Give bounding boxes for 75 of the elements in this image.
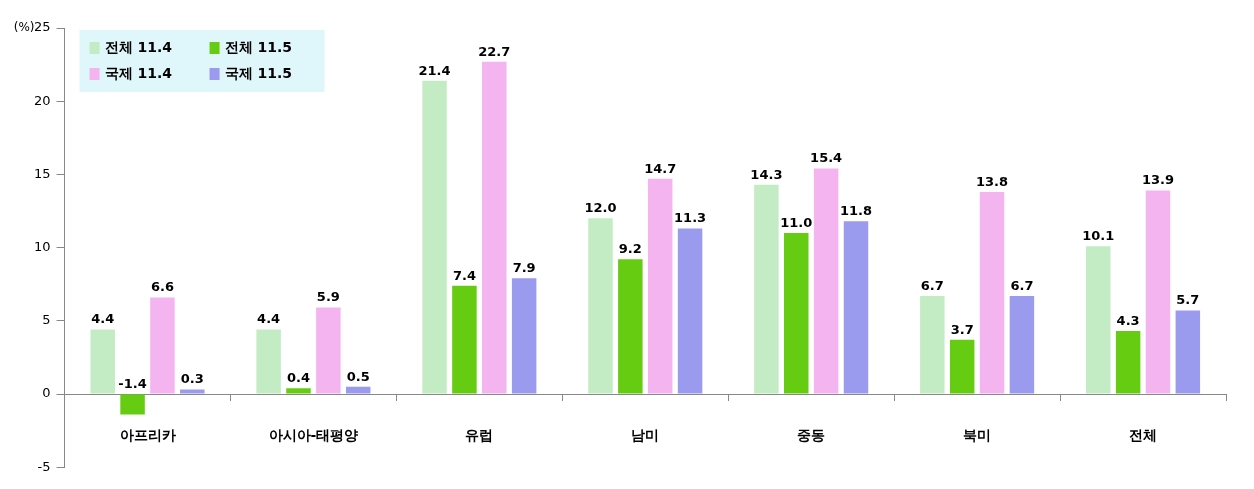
bar xyxy=(180,389,205,394)
data-label: 4.3 xyxy=(1116,312,1140,328)
bar xyxy=(949,339,975,394)
x-tick-label: 중동 xyxy=(797,427,826,444)
data-label: 13.8 xyxy=(976,173,1009,189)
data-label: 10.1 xyxy=(1082,228,1115,244)
x-tick-label: 유럽 xyxy=(465,427,494,444)
data-label: 11.8 xyxy=(839,203,873,219)
data-label: 14.3 xyxy=(750,166,783,182)
y-tick-label: 15 xyxy=(34,165,51,181)
data-label: 5.7 xyxy=(1176,292,1200,308)
x-tick-label: 남미 xyxy=(631,427,660,444)
data-label: 9.2 xyxy=(618,241,642,257)
data-label: -1.4 xyxy=(118,376,147,392)
bar xyxy=(256,329,281,394)
data-label: 0.4 xyxy=(286,370,311,386)
data-label: 7.4 xyxy=(452,267,476,283)
x-tick-label: 아프리카 xyxy=(119,427,176,444)
data-label: 11.3 xyxy=(674,210,707,226)
data-label: 14.7 xyxy=(644,160,677,176)
bar xyxy=(286,388,311,394)
data-label: 3.7 xyxy=(950,321,974,337)
y-tick-label: 25 xyxy=(34,19,51,35)
data-label: 6.6 xyxy=(150,279,174,295)
x-tick-label: 전체 xyxy=(1129,427,1158,444)
data-label: 7.9 xyxy=(512,260,536,276)
data-label: 11.0 xyxy=(780,214,813,230)
data-label: 21.4 xyxy=(418,62,451,78)
bar xyxy=(618,259,643,394)
y-tick-label: 20 xyxy=(34,92,51,108)
bar xyxy=(920,295,945,394)
bar xyxy=(150,297,175,394)
data-label: 4.4 xyxy=(257,311,281,327)
data-label: 0.5 xyxy=(346,368,370,384)
bar xyxy=(784,232,809,394)
data-label: 0.3 xyxy=(180,371,204,387)
bar xyxy=(677,228,703,394)
data-label: 6.7 xyxy=(1010,277,1034,293)
y-tick-label: 5 xyxy=(42,312,51,328)
data-label: 5.9 xyxy=(316,289,340,305)
x-tick-label: 아시아-태평양 xyxy=(268,427,359,444)
data-label: 6.7 xyxy=(920,277,944,293)
bar xyxy=(1085,246,1111,394)
bar xyxy=(813,168,839,394)
bar xyxy=(422,80,447,394)
bar xyxy=(482,61,507,394)
bar xyxy=(90,329,115,394)
bar xyxy=(316,307,341,394)
bar xyxy=(1009,295,1035,394)
bar xyxy=(345,386,371,394)
x-tick-label: 북미 xyxy=(963,427,992,444)
bar xyxy=(1115,331,1141,394)
data-label: 4.4 xyxy=(91,311,115,327)
y-tick-label: 0 xyxy=(42,385,51,401)
data-label: 22.7 xyxy=(478,43,511,59)
bar xyxy=(511,278,537,394)
bar xyxy=(120,394,145,415)
data-label: 15.4 xyxy=(810,150,843,166)
data-label: 12.0 xyxy=(584,200,617,216)
data-label: 13.9 xyxy=(1141,172,1175,188)
legend-label: 국제 11.4 xyxy=(104,64,173,81)
y-tick-label: 10 xyxy=(34,238,51,254)
legend-label: 전체 11.5 xyxy=(224,38,292,55)
bar xyxy=(1175,310,1201,394)
y-tick-label: -5 xyxy=(37,458,51,474)
bar xyxy=(979,191,1005,394)
legend-label: 전체 11.4 xyxy=(104,38,173,55)
legend-label: 국제 11.5 xyxy=(224,64,292,81)
y-axis-title: (%) xyxy=(13,20,35,35)
bar xyxy=(1145,190,1171,394)
bar xyxy=(647,178,673,394)
bar xyxy=(452,285,477,394)
bar xyxy=(843,221,869,394)
bar xyxy=(754,184,779,394)
bar xyxy=(588,218,613,394)
